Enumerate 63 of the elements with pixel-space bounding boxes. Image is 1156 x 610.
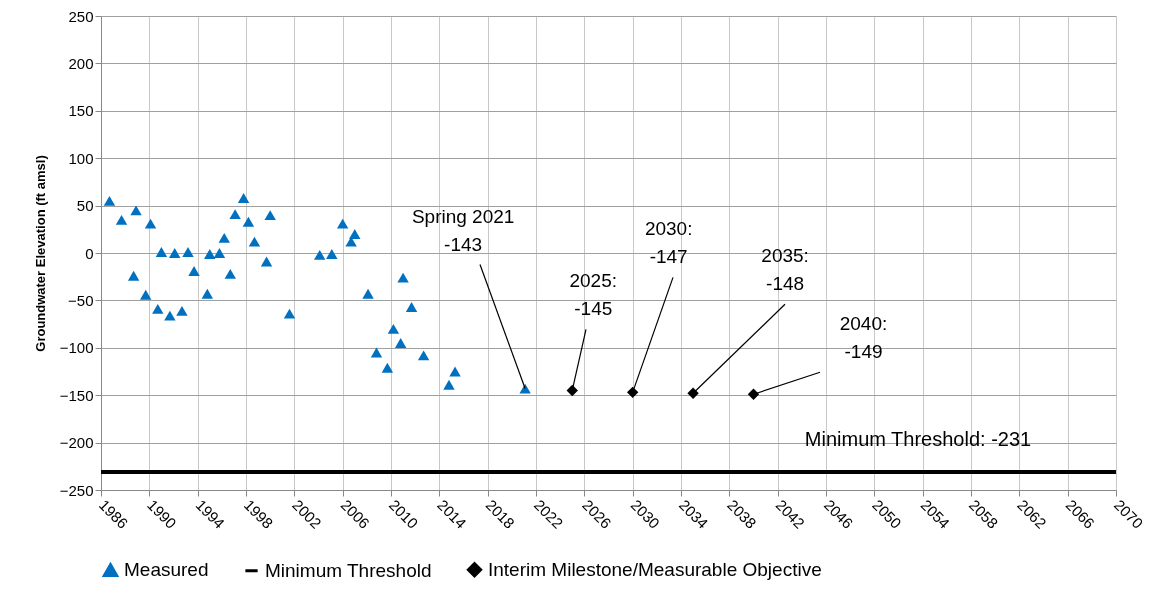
point — [397, 272, 409, 283]
point — [449, 366, 461, 377]
y-tick-label: 200 — [68, 54, 94, 72]
point — [103, 195, 116, 206]
point — [144, 218, 157, 229]
point — [242, 216, 255, 227]
point — [130, 205, 142, 216]
point — [204, 249, 216, 259]
point — [394, 338, 407, 348]
point — [370, 347, 383, 358]
annotation: 2040: -149 — [839, 313, 888, 363]
point — [362, 288, 374, 299]
point — [115, 214, 128, 225]
y-tick-label: 250 — [68, 7, 94, 25]
point — [218, 232, 230, 243]
point — [519, 383, 531, 394]
point — [201, 288, 214, 299]
point — [127, 270, 140, 281]
point — [152, 304, 164, 314]
point — [248, 236, 261, 247]
legend-label: Measured — [124, 559, 209, 581]
point — [417, 350, 430, 361]
point — [224, 268, 236, 279]
point — [155, 247, 168, 257]
point — [140, 289, 152, 300]
point — [687, 387, 699, 399]
point — [213, 248, 226, 258]
point — [164, 310, 176, 321]
point — [260, 256, 273, 267]
point — [237, 193, 250, 203]
annotation: Minimum Threshold: -231 — [804, 428, 1032, 450]
point — [176, 305, 188, 316]
point — [405, 302, 418, 312]
point — [381, 362, 394, 373]
annotation: 2030: -147 — [644, 218, 693, 268]
y-tick-label: 50 — [76, 197, 94, 215]
y-tick-label: 100 — [68, 149, 94, 167]
point — [326, 249, 338, 259]
annotation: 2035: -148 — [761, 245, 809, 295]
point — [283, 308, 296, 319]
point — [229, 209, 241, 220]
y-tick-label: −250 — [59, 481, 94, 499]
point — [188, 266, 200, 276]
point — [336, 218, 349, 229]
y-tick-label: −100 — [59, 339, 94, 357]
legend-label: Interim Milestone/Measurable Objective — [488, 558, 822, 580]
legend-label: Minimum Threshold — [265, 559, 432, 581]
y-tick-label: 150 — [68, 102, 94, 120]
annotation: Spring 2021 -143 — [411, 205, 515, 255]
y-tick-label: −50 — [68, 291, 94, 309]
point — [626, 386, 639, 399]
y-axis-title: Groundwater Elevation (ft amsl) — [32, 155, 48, 352]
y-tick-label: −150 — [59, 386, 94, 404]
point — [314, 249, 326, 260]
point — [349, 229, 361, 239]
point — [182, 247, 194, 257]
annotation: 2025: -145 — [569, 270, 618, 320]
point — [443, 379, 455, 390]
point — [264, 210, 276, 221]
y-tick-label: −200 — [59, 434, 94, 452]
point — [169, 248, 181, 258]
point — [387, 323, 400, 334]
y-tick-label: 0 — [85, 244, 94, 262]
